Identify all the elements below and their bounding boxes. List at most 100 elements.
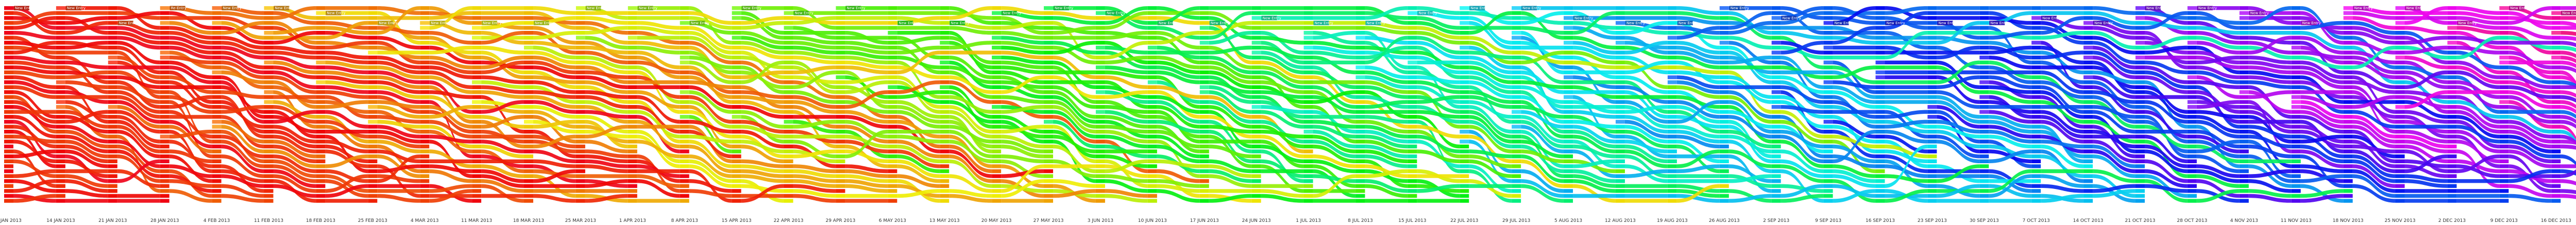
rank-bar <box>680 140 689 144</box>
rank-flow <box>1573 174 1616 188</box>
rank-bar <box>212 119 222 124</box>
rank-flow <box>2509 6 2552 25</box>
rank-flow <box>1573 6 1616 10</box>
rank-bar <box>2135 179 2145 183</box>
rank-bar <box>2447 199 2457 203</box>
rank-flow <box>2041 65 2084 70</box>
rank-flow <box>637 100 680 144</box>
rank-bar <box>1719 164 1729 168</box>
rank-bar <box>4 125 13 129</box>
rank-flow <box>65 134 108 153</box>
rank-bar <box>1927 130 1937 134</box>
rank-bar <box>1823 110 1833 114</box>
rank-bar <box>1303 100 1313 104</box>
rank-bar <box>1199 154 1209 159</box>
rank-flow <box>1001 6 1044 15</box>
rank-flow <box>1781 134 1824 163</box>
rank-bar <box>1095 6 1105 10</box>
rank-bar <box>575 70 585 75</box>
entry-tag: New Entry <box>14 6 33 10</box>
rank-flow <box>533 60 576 75</box>
rank-bar <box>1564 184 1573 188</box>
rank-flow <box>897 149 940 168</box>
rank-bar <box>1927 179 1937 183</box>
rank-flow <box>2144 65 2188 84</box>
week-label: 27 MAY 2013 <box>1033 218 1064 223</box>
rank-flow <box>1937 184 1980 198</box>
rank-bar <box>524 11 534 15</box>
rank-bar <box>108 60 117 64</box>
rank-flow <box>65 41 108 50</box>
rank-bar <box>2551 70 2561 75</box>
rank-flow <box>1105 41 1148 60</box>
rank-bar <box>56 194 65 198</box>
rank-bar <box>575 11 585 15</box>
rank-bar <box>212 164 222 168</box>
rank-bar <box>1355 36 1365 40</box>
rank-bar <box>2499 65 2509 70</box>
rank-bar <box>888 41 897 45</box>
rank-flow <box>585 45 628 55</box>
rank-flow <box>2093 85 2136 114</box>
rank-bar <box>1667 184 1677 188</box>
rank-flow <box>1833 144 1876 163</box>
rank-bar <box>575 174 585 178</box>
rank-bar <box>316 184 326 188</box>
entry-tag: New Entry <box>585 6 605 10</box>
rank-bar <box>1667 41 1677 45</box>
rank-bar <box>160 85 170 89</box>
rank-flow <box>377 174 420 183</box>
rank-flow <box>1417 95 1460 104</box>
rank-bar <box>1408 134 1417 139</box>
rank-flow <box>273 169 316 188</box>
rank-flow <box>2561 125 2576 141</box>
rank-bar <box>575 16 585 20</box>
rank-flow <box>1261 36 1304 45</box>
rank-flow <box>2509 194 2552 203</box>
rank-bar <box>4 144 13 149</box>
rank-bar <box>940 45 950 50</box>
rank-bar <box>1044 169 1054 174</box>
rank-flow <box>533 6 576 15</box>
rank-bar <box>836 134 845 139</box>
rank-bar <box>1095 105 1105 109</box>
rank-flow <box>1521 56 1564 84</box>
rank-bar <box>628 45 637 50</box>
rank-flow <box>637 134 680 168</box>
rank-bar <box>316 70 326 75</box>
rank-bar <box>1303 70 1313 75</box>
rank-bar <box>368 45 378 50</box>
rank-bar <box>2187 140 2197 144</box>
rank-flow <box>1209 174 1252 188</box>
rank-bar <box>1303 125 1313 129</box>
rank-bar <box>1460 144 1469 149</box>
rank-bar <box>1667 159 1677 163</box>
rank-bar <box>108 70 117 75</box>
rank-flow <box>1157 85 1200 99</box>
rank-flow <box>273 144 316 163</box>
rank-flow <box>221 119 264 144</box>
rank-flow <box>117 140 160 168</box>
rank-flow <box>949 50 992 55</box>
rank-bar <box>420 80 430 84</box>
rank-bar <box>1199 31 1209 35</box>
rank-flow <box>377 154 420 183</box>
rank-bar <box>1823 119 1833 124</box>
rank-flow <box>1001 179 1044 198</box>
rank-flow <box>325 16 368 20</box>
rank-flow <box>585 149 628 159</box>
rank-bar <box>888 115 897 119</box>
rank-bar <box>212 11 222 15</box>
rank-bar <box>316 45 326 50</box>
rank-flow <box>2509 75 2552 89</box>
rank-bar <box>56 45 65 50</box>
rank-bar <box>1147 179 1157 183</box>
rank-bar <box>524 50 534 55</box>
rank-bar <box>784 199 793 203</box>
rank-bar <box>888 110 897 114</box>
rank-bar <box>2551 125 2561 129</box>
rank-flow <box>2196 41 2240 55</box>
entry-tag: New Entry <box>2041 15 2061 20</box>
rank-bar <box>888 60 897 64</box>
rank-flow <box>2561 6 2576 10</box>
